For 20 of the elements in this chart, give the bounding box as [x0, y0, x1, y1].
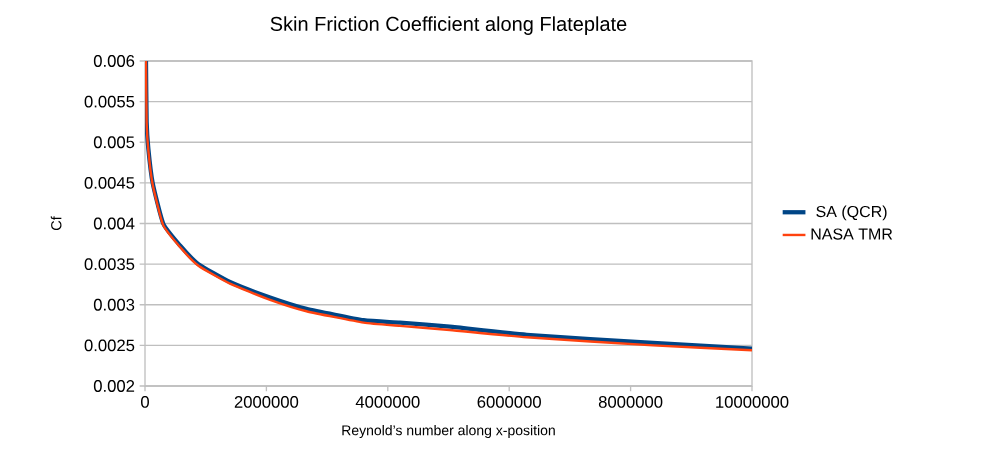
y-tick-label: 0.0035 — [84, 258, 135, 271]
y-tick-label: 0.005 — [93, 136, 135, 149]
legend-label: NASA TMR — [811, 228, 893, 240]
legend-label: SA (QCR) — [816, 205, 887, 221]
y-tick-label: 0.0055 — [84, 95, 135, 108]
y-tick-label: 0.002 — [93, 380, 135, 392]
y-tick-label: 0.0025 — [84, 339, 135, 352]
chart-title: Skin Friction Coefficient along Flateplate — [270, 16, 627, 35]
y-axis-title: Cf — [50, 216, 62, 231]
x-tick-label: 0 — [141, 396, 149, 408]
y-tick-label: 0.006 — [93, 55, 135, 67]
x-tick-label: 2000000 — [234, 396, 299, 408]
y-tick-label: 0.003 — [93, 298, 135, 311]
x-tick-label: 8000000 — [598, 396, 663, 408]
x-tick-label: 6000000 — [477, 396, 541, 408]
x-axis-title: Reynold’s number along x-position — [342, 425, 555, 439]
y-tick-label: 0.004 — [93, 217, 135, 230]
x-tick-label: 10000000 — [716, 396, 789, 408]
y-tick-label: 0.0045 — [84, 176, 135, 189]
x-tick-label: 4000000 — [355, 396, 420, 408]
